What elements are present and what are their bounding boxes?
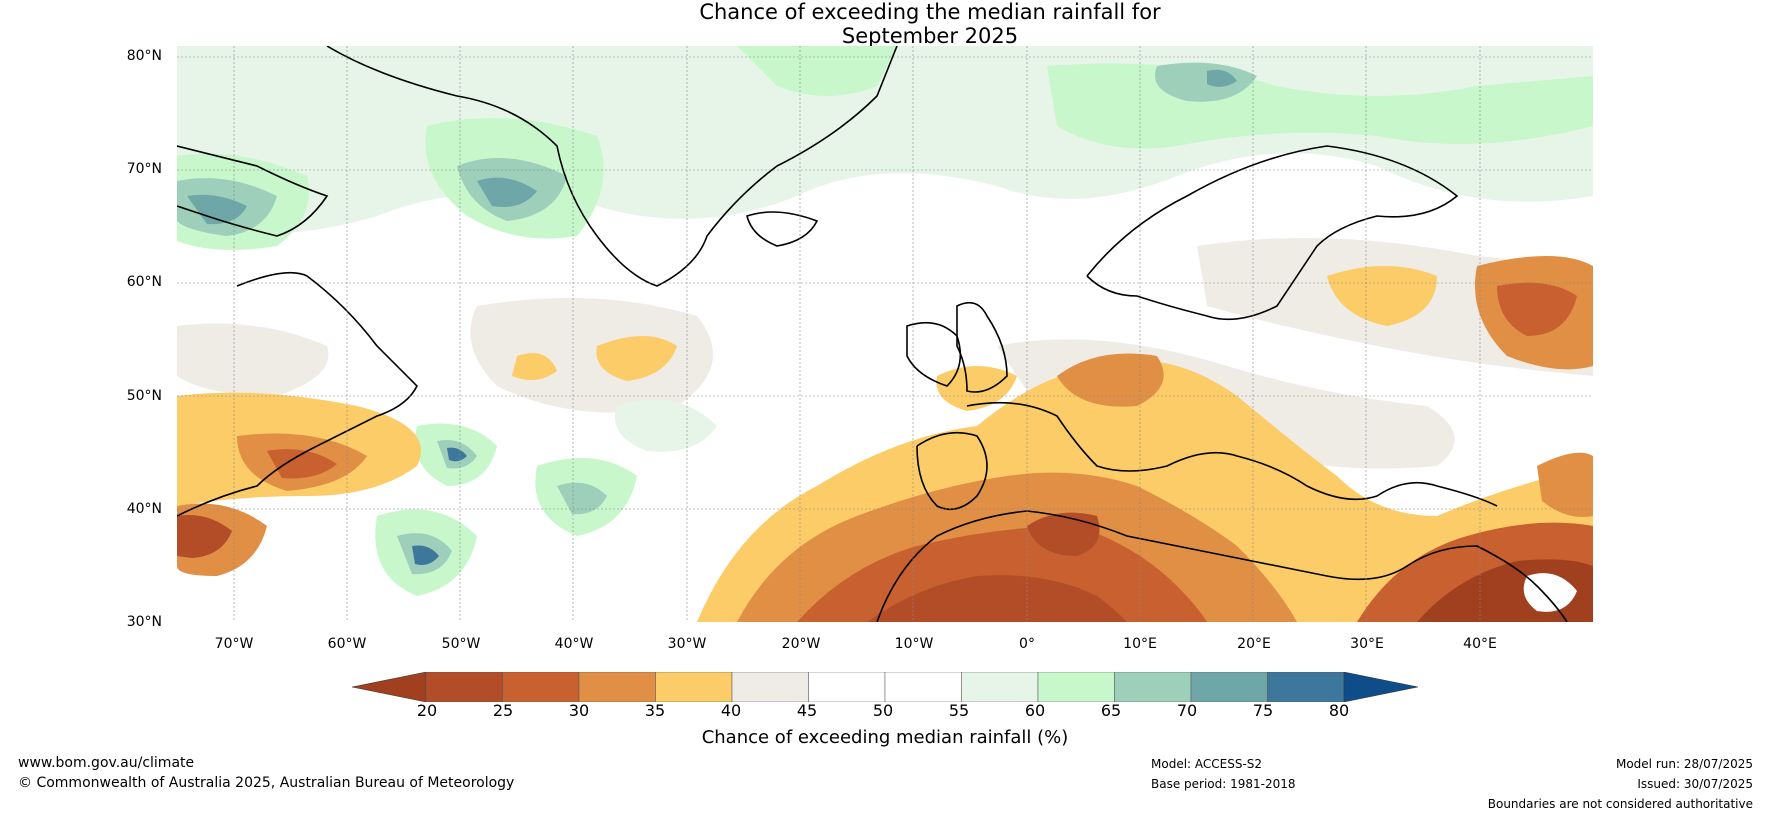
coastlines [177,46,1568,622]
lat-label-30n: 30°N [126,614,162,630]
colorbar-tick-25: 25 [492,701,514,720]
lon-label-40w: 40°W [554,636,594,652]
colorbar-tick-65: 65 [1100,701,1122,720]
lat-label-40n: 40°N [126,501,162,517]
colorbar-tick-70: 70 [1176,701,1198,720]
lat-label-80n: 80°N [126,48,162,64]
graticule [177,46,1593,622]
scandinavia-coast [1086,145,1459,321]
footer-disclaimer: Boundaries are not considered authoritat… [1487,797,1753,811]
colorbar-swatch [961,672,1039,702]
lon-label-40e: 40°E [1463,636,1497,652]
colorbar-swatch [1114,672,1192,702]
map-title-line2: September 2025 [841,24,1019,48]
colorbar [352,672,1418,702]
colorbar-tick-55: 55 [948,701,970,720]
colorbar-tick-50: 50 [872,701,894,720]
lat-label-50n: 50°N [126,388,162,404]
lon-label-0: 0° [1019,636,1035,652]
lon-label-20e: 20°E [1237,636,1271,652]
colorbar-swatch [884,672,962,702]
map-title-line1: Chance of exceeding the median rainfall … [699,0,1161,24]
footer-model-run: Model run: 28/07/2025 [1615,757,1753,771]
colorbar-swatch [655,672,733,702]
colorbar-tick-35: 35 [644,701,666,720]
lat-label-60n: 60°N [126,274,162,290]
lon-label-70w: 70°W [214,636,254,652]
footer-website: www.bom.gov.au/climate [18,755,195,771]
mediterranean-north-coast [966,401,1498,507]
footer-copyright: © Commonwealth of Australia 2025, Austra… [18,775,515,791]
colorbar-swatch [808,672,886,702]
colorbar-tick-20: 20 [416,701,438,720]
baffin-coast [177,145,329,237]
mid-atlantic-wet-patches [375,399,717,596]
britain-coast [956,301,1008,393]
colorbar-extend-high [1343,672,1418,702]
colorbar-tick-40: 40 [720,701,742,720]
colorbar-tick-45: 45 [796,701,818,720]
colorbar-tick-60: 60 [1024,701,1046,720]
lon-label-10w: 10°W [894,636,934,652]
colorbar-tick-30: 30 [568,701,590,720]
lon-label-20w: 20°W [781,636,821,652]
rainfall-map [177,46,1593,622]
colorbar-extend-low [352,672,427,702]
footer-model: Model: ACCESS-S2 [1151,757,1263,771]
colorbar-swatch [425,672,503,702]
dry-anomaly-east [1327,256,1593,622]
colorbar-swatch [502,672,580,702]
colorbar-swatch [731,672,809,702]
ireland-coast [906,321,962,387]
footer-base-period: Base period: 1981-2018 [1151,777,1296,791]
lon-label-30w: 30°W [667,636,707,652]
high-latitude-wet-anomaly [177,46,1593,250]
iberia-coast [916,431,988,511]
colorbar-tick-80: 80 [1328,701,1350,720]
colorbar-tick-75: 75 [1252,701,1274,720]
lon-label-30e: 30°E [1350,636,1384,652]
north-america-coast [177,271,418,517]
lon-label-60w: 60°W [327,636,367,652]
colorbar-swatch [1037,672,1115,702]
colorbar-swatch [1267,672,1345,702]
greenland-coast [326,46,898,287]
dry-anomaly-north-africa [697,353,1593,622]
colorbar-swatches [352,672,1418,702]
map-title: Chance of exceeding the median rainfall … [0,0,1770,48]
colorbar-label: Chance of exceeding median rainfall (%) [701,727,1069,748]
colorbar-swatch [578,672,656,702]
map-canvas [177,46,1593,622]
lon-label-10e: 10°E [1123,636,1157,652]
lon-label-50w: 50°W [441,636,481,652]
iceland-coast [746,211,819,247]
dry-anomaly-west [177,336,677,576]
colorbar-swatch [1190,672,1268,702]
lat-label-70n: 70°N [126,161,162,177]
north-africa-coast [876,510,1568,622]
footer-issued: Issued: 30/07/2025 [1637,777,1753,791]
